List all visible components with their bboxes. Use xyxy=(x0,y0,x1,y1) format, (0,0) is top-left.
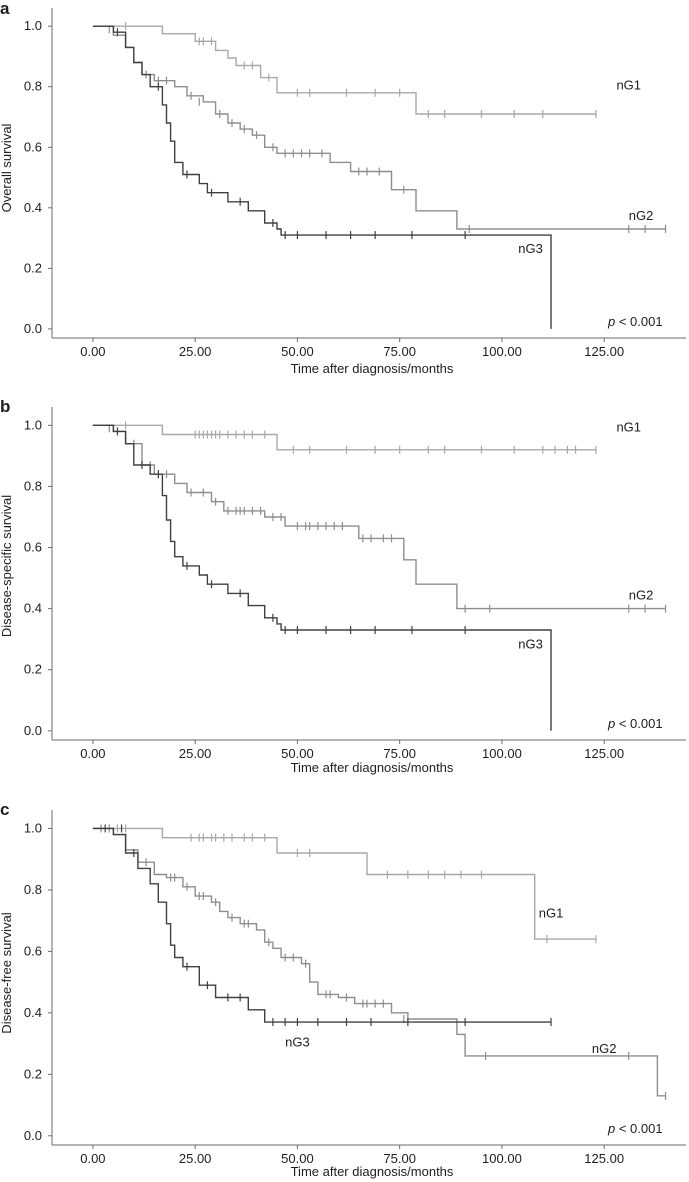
panel-b-label-nG2: nG2 xyxy=(629,587,654,602)
panel-b-x-tick-label: 0.00 xyxy=(80,746,105,761)
panel-c-y-tick-label: 0.6 xyxy=(24,943,42,958)
panel-a-curve-nG1 xyxy=(92,25,596,115)
panel-c-label-nG1: nG1 xyxy=(539,906,564,921)
panel-c-y-tick-label: 0.0 xyxy=(24,1128,42,1143)
panel-a-y-tick-label: 0.2 xyxy=(24,260,42,275)
panel-a-y-tick-label: 0.0 xyxy=(24,321,42,336)
panel-a-series-nG2: nG2 xyxy=(92,25,667,234)
panel-b-label-nG3: nG3 xyxy=(518,636,543,651)
panel-a-y-tick-label: 1.0 xyxy=(24,18,42,33)
panel-b-y-axis-title: Disease-specific survival xyxy=(0,495,14,637)
panel-a-p-value: p < 0.001 xyxy=(607,314,663,329)
panel-c-y-axis-title: Disease-free survival xyxy=(0,912,14,1033)
panel-c-y-tick-label: 0.2 xyxy=(24,1066,42,1081)
panel-a-curve-nG2 xyxy=(92,25,666,230)
panel-a-x-tick-label: 50.00 xyxy=(281,344,314,359)
panel-c-x-axis-title: Time after diagnosis/months xyxy=(291,1164,454,1179)
panel-c-x-tick-label: 125.00 xyxy=(584,1151,624,1166)
panel-b-p-value: p < 0.001 xyxy=(607,716,663,731)
panel-c-x-tick-label: 100.00 xyxy=(482,1151,522,1166)
panel-a: a Overall survival Time after diagnosis/… xyxy=(0,0,686,376)
panel-a-label: a xyxy=(0,0,10,18)
panel-a-label-nG3: nG3 xyxy=(518,241,543,256)
panel-c-series-nG1: nG1 xyxy=(92,824,597,944)
panel-b-curve-nG2 xyxy=(92,424,666,610)
panel-b-y-tick-label: 0.8 xyxy=(24,478,42,493)
panel-a-x-axis-title: Time after diagnosis/months xyxy=(291,361,454,376)
panel-a-label-nG2: nG2 xyxy=(629,208,654,223)
panel-a-curve-nG3 xyxy=(92,25,552,329)
panel-a-x-tick-label: 0.00 xyxy=(80,344,105,359)
panel-b-y-tick-label: 1.0 xyxy=(24,417,42,432)
panel-c-x-tick-label: 50.00 xyxy=(281,1151,314,1166)
panel-b-y-tick-label: 0.0 xyxy=(24,723,42,738)
panel-c-x-tick-label: 0.00 xyxy=(80,1151,105,1166)
panel-c-label-nG2: nG2 xyxy=(592,1041,617,1056)
panel-c-plot: 0.0 0.2 0.4 0.6 0.8 1.0 0.00 25.00 50.00 75.00 100… xyxy=(24,810,686,1166)
panel-a-x-tick-label: 100.00 xyxy=(482,344,522,359)
panel-c-curve-nG1 xyxy=(92,827,596,940)
panel-c-label-nG3: nG3 xyxy=(285,1035,310,1050)
panel-c-y-tick-label: 0.4 xyxy=(24,1005,42,1020)
panel-a-y-axis-title: Overall survival xyxy=(0,123,14,212)
panel-b: b Disease-specific survival Time after d… xyxy=(0,397,686,775)
panel-b-label: b xyxy=(0,397,10,416)
panel-b-y-tick-label: 0.2 xyxy=(24,662,42,677)
panel-a-plot: 0.0 0.2 0.4 0.6 0.8 1.0 0.00 25.00 50.00 75.00 100… xyxy=(24,8,686,359)
panel-c: c Disease-free survival Time after diagn… xyxy=(0,800,686,1179)
panel-c-y-tick-label: 1.0 xyxy=(24,820,42,835)
panel-b-x-tick-label: 100.00 xyxy=(482,746,522,761)
panel-b-label-nG1: nG1 xyxy=(616,419,641,434)
panel-b-x-tick-label: 125.00 xyxy=(584,746,624,761)
panel-b-x-tick-label: 75.00 xyxy=(383,746,416,761)
panel-b-x-axis-title: Time after diagnosis/months xyxy=(291,760,454,775)
panel-a-label-nG1: nG1 xyxy=(616,78,641,93)
panel-b-plot: 0.0 0.2 0.4 0.6 0.8 1.0 0.00 25.00 50.00 75.00 100… xyxy=(24,407,686,761)
panel-c-x-tick-label: 75.00 xyxy=(383,1151,416,1166)
panel-a-series-nG3: nG3 xyxy=(92,25,552,329)
panel-c-p-value: p < 0.001 xyxy=(607,1121,663,1136)
panel-b-y-tick-label: 0.4 xyxy=(24,601,42,616)
panel-c-label: c xyxy=(0,800,9,819)
panel-b-series-nG3: nG3 xyxy=(92,424,552,731)
panel-b-series-nG2: nG2 xyxy=(92,424,667,613)
panel-b-x-tick-label: 50.00 xyxy=(281,746,314,761)
panel-a-x-tick-label: 25.00 xyxy=(179,344,212,359)
panel-a-x-tick-label: 75.00 xyxy=(383,344,416,359)
panel-a-y-tick-label: 0.4 xyxy=(24,200,42,215)
panel-b-y-tick-label: 0.6 xyxy=(24,540,42,555)
panel-c-curve-nG2 xyxy=(92,827,666,1097)
panel-b-curve-nG1 xyxy=(92,424,596,451)
panel-c-y-tick-label: 0.8 xyxy=(24,882,42,897)
panel-b-curve-nG3 xyxy=(92,424,552,731)
panel-b-series-nG1: nG1 xyxy=(92,419,641,454)
panel-c-x-tick-label: 25.00 xyxy=(179,1151,212,1166)
panel-c-curve-nG3 xyxy=(92,827,551,1023)
panel-a-series-nG1: nG1 xyxy=(92,22,641,118)
panel-a-y-tick-label: 0.8 xyxy=(24,79,42,94)
panel-c-series-nG2: nG2 xyxy=(92,824,667,1100)
panel-a-y-tick-label: 0.6 xyxy=(24,139,42,154)
panel-b-x-tick-label: 25.00 xyxy=(179,746,212,761)
panel-c-series-nG3: nG3 xyxy=(92,824,552,1050)
panel-a-x-tick-label: 125.00 xyxy=(584,344,624,359)
